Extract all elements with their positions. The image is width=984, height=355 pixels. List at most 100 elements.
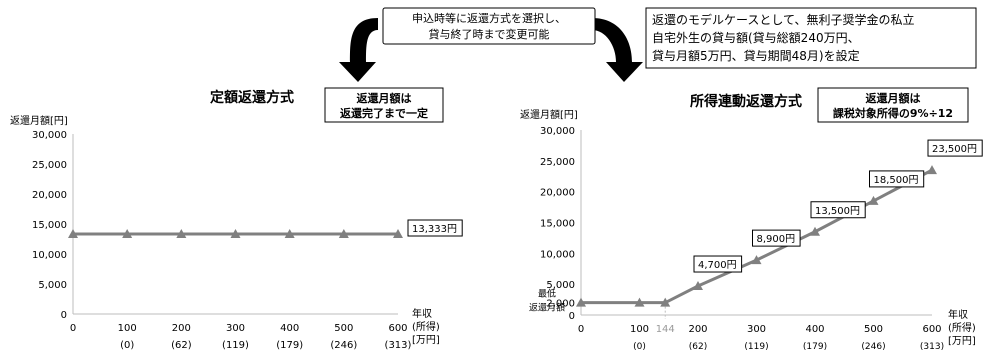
- x-tick-sublabel: (119): [744, 342, 768, 352]
- callout-choice-line-1: 申込時等に返還方式を選択し、: [412, 11, 566, 25]
- data-point: [810, 226, 820, 236]
- y-tick-label: 2,000: [546, 299, 575, 310]
- x-tick-label: 100: [630, 324, 649, 335]
- callout-model-line-2: 自宅外生の貸与額(貸与総額240万円、: [652, 30, 860, 45]
- data-label: 13,333円: [412, 224, 457, 235]
- x-tick-label: 400: [805, 324, 824, 335]
- y-tick-label: 25,000: [32, 160, 67, 171]
- data-label: 8,900円: [757, 234, 796, 245]
- data-point: [230, 229, 241, 239]
- y-tick-label: 10,000: [540, 249, 575, 260]
- y-tick-label: 15,000: [32, 220, 67, 231]
- note-line-1: 返還月額は: [357, 91, 412, 105]
- x-tick-sublabel: (62): [171, 340, 192, 351]
- y-tick-label: 30,000: [540, 126, 575, 137]
- x-tick-label: 300: [747, 324, 766, 335]
- note-box: [324, 87, 444, 123]
- callout-choice-line-2: 貸与終了時まで変更可能: [429, 27, 550, 41]
- data-point: [927, 165, 937, 175]
- data-label-box: [927, 139, 983, 157]
- y-tick-label: 20,000: [32, 190, 67, 201]
- x-axis-label-1: 年収: [412, 307, 432, 320]
- data-label-box: [752, 229, 801, 247]
- data-point: [176, 229, 187, 239]
- x-tick-sublabel: (62): [689, 342, 707, 352]
- x-tick-sublabel: (179): [276, 340, 303, 351]
- x-tick-sublabel: (0): [120, 340, 134, 351]
- x-tick-sublabel: (0): [633, 342, 646, 352]
- arrows: [339, 18, 643, 82]
- y-tick-label: 5,000: [546, 280, 575, 291]
- y-tick-label: 10,000: [32, 250, 67, 261]
- data-point: [393, 229, 403, 239]
- data-point: [693, 281, 703, 291]
- callout-model-case: 返還のモデルケースとして、無利子奨学金の私立 自宅外生の貸与額(貸与総額240万…: [645, 7, 977, 69]
- y-tick-label: 0: [569, 311, 575, 322]
- data-label: 4,700円: [698, 260, 737, 271]
- x-tick-sublabel: (246): [330, 340, 357, 351]
- chart-title: 定額返還方式: [210, 89, 294, 106]
- data-point: [338, 229, 349, 239]
- note-line-2: 返還完了まで一定: [340, 106, 428, 120]
- data-point: [634, 297, 645, 307]
- y-axis-label: 返還月額[円]: [10, 114, 68, 127]
- x-axis-label-3: [万円]: [412, 335, 440, 346]
- data-label: 13,500円: [815, 206, 860, 217]
- x-tick-sublabel: (246): [861, 342, 885, 352]
- y-tick-label: 15,000: [540, 219, 575, 230]
- y-tick-label: 0: [61, 310, 67, 321]
- x-tick-sublabel: (313): [385, 340, 412, 351]
- min-label-1: 最低: [538, 288, 556, 300]
- x-tick-label: 600: [922, 324, 941, 335]
- y-tick-label: 30,000: [32, 130, 67, 141]
- x-tick-label: 500: [864, 324, 883, 335]
- x-tick-label: 0: [70, 323, 76, 334]
- x-axis-label-2: (所得): [412, 321, 440, 333]
- x-tick-label: 200: [688, 324, 707, 335]
- y-axis-label: 返還月額[円]: [520, 108, 578, 121]
- note-box: [817, 87, 969, 123]
- data-point: [868, 195, 879, 205]
- x-tick-label: 400: [280, 323, 299, 334]
- y-tick-label: 5,000: [38, 280, 67, 291]
- x-tick-label: 300: [226, 323, 245, 334]
- x-tick-label: 100: [118, 323, 137, 334]
- x-tick-sublabel: (119): [222, 340, 249, 351]
- x-axis-label-1: 年収: [948, 308, 968, 321]
- data-point: [576, 297, 586, 307]
- threshold-label: 144: [656, 324, 675, 335]
- data-label-box: [869, 170, 925, 188]
- data-label-box: [407, 219, 463, 237]
- x-axis-label-2: (所得): [948, 322, 976, 334]
- x-tick-sublabel: (179): [803, 342, 827, 352]
- x-tick-sublabel: (313): [920, 342, 944, 352]
- data-label-box: [693, 255, 743, 273]
- chart-title: 所得連動返還方式: [690, 93, 802, 110]
- x-tick-label: 600: [388, 323, 407, 334]
- note-line-2: 課税対象所得の9%÷12: [833, 106, 953, 120]
- curved-arrow-left: [339, 18, 378, 82]
- data-label: 18,500円: [874, 175, 919, 186]
- data-point: [751, 255, 762, 265]
- data-point: [284, 229, 295, 239]
- x-tick-label: 0: [578, 324, 584, 335]
- y-tick-label: 25,000: [540, 157, 575, 168]
- x-tick-label: 500: [334, 323, 353, 334]
- data-label-box: [810, 201, 866, 219]
- y-tick-label: 20,000: [540, 188, 575, 199]
- note-line-1: 返還月額は: [866, 91, 921, 105]
- income-linked-chart: 所得連動返還方式 返還月額は課税対象所得の9%÷12返還月額[円]02,0005,…: [520, 87, 983, 352]
- data-point: [122, 229, 133, 239]
- x-axis-label-3: [万円]: [948, 336, 976, 347]
- data-label: 23,500円: [932, 144, 977, 155]
- x-tick-label: 200: [172, 323, 191, 334]
- callout-choice: 申込時等に返還方式を選択し、 貸与終了時まで変更可能: [382, 7, 596, 45]
- callout-model-line-1: 返還のモデルケースとして、無利子奨学金の私立: [652, 12, 914, 27]
- min-label-2: 返還月額: [529, 302, 565, 314]
- data-point: [660, 297, 671, 307]
- callout-model-line-3: 貸与月額5万円、貸与期間48月)を設定: [652, 48, 860, 63]
- data-point: [68, 229, 78, 239]
- curved-arrow-right: [592, 18, 643, 82]
